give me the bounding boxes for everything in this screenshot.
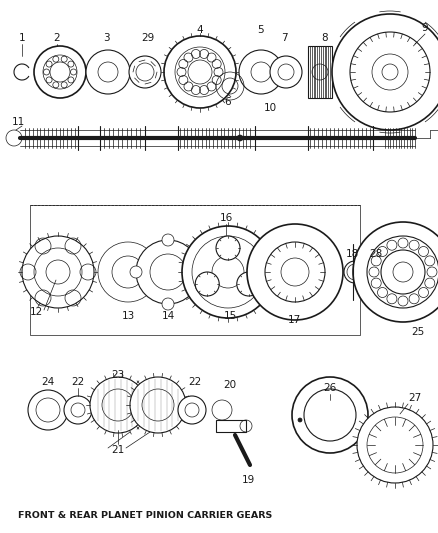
Circle shape	[164, 36, 236, 108]
Circle shape	[129, 56, 161, 88]
Text: 13: 13	[121, 311, 134, 321]
Text: 14: 14	[161, 311, 175, 321]
Bar	[308, 46, 332, 98]
Text: 15: 15	[223, 311, 237, 321]
Circle shape	[22, 236, 94, 308]
Circle shape	[195, 272, 219, 296]
Text: 2: 2	[54, 33, 60, 43]
Text: 9: 9	[422, 23, 428, 33]
Circle shape	[130, 266, 142, 278]
Text: 18: 18	[346, 249, 359, 259]
Text: 10: 10	[263, 103, 276, 113]
Text: 27: 27	[408, 393, 422, 403]
Circle shape	[239, 50, 283, 94]
Text: 25: 25	[411, 327, 424, 337]
Text: 24: 24	[41, 377, 55, 387]
Text: 7: 7	[281, 33, 287, 43]
Text: 16: 16	[219, 213, 233, 223]
Circle shape	[270, 56, 302, 88]
Circle shape	[178, 396, 206, 424]
Text: 3: 3	[102, 33, 110, 43]
Circle shape	[332, 14, 438, 130]
Text: 19: 19	[241, 475, 254, 485]
Text: 8: 8	[321, 33, 328, 43]
Text: 29: 29	[141, 33, 155, 43]
Circle shape	[216, 236, 240, 260]
Text: 6: 6	[225, 97, 231, 107]
Text: 22: 22	[188, 377, 201, 387]
Circle shape	[237, 272, 261, 296]
Text: 17: 17	[287, 315, 300, 325]
Text: 28: 28	[369, 249, 383, 259]
Circle shape	[298, 418, 302, 422]
Circle shape	[162, 298, 174, 310]
Circle shape	[212, 400, 232, 420]
Text: 21: 21	[111, 445, 125, 455]
Text: 20: 20	[223, 380, 237, 390]
Text: 23: 23	[111, 370, 125, 380]
Text: 26: 26	[323, 383, 337, 393]
Circle shape	[162, 234, 174, 246]
Circle shape	[182, 226, 274, 318]
Circle shape	[90, 377, 146, 433]
Circle shape	[292, 377, 368, 453]
Circle shape	[136, 240, 200, 304]
Circle shape	[358, 256, 390, 288]
Bar	[30, 205, 360, 335]
Text: 22: 22	[71, 377, 85, 387]
Text: 12: 12	[29, 307, 42, 317]
Circle shape	[86, 50, 130, 94]
Circle shape	[130, 377, 186, 433]
Text: 4: 4	[197, 25, 203, 35]
Circle shape	[194, 266, 206, 278]
Text: 5: 5	[257, 25, 263, 35]
Circle shape	[247, 224, 343, 320]
Bar	[216, 420, 246, 432]
Circle shape	[357, 407, 433, 483]
Circle shape	[64, 396, 92, 424]
Circle shape	[98, 242, 158, 302]
Text: 1: 1	[19, 33, 25, 43]
Circle shape	[28, 390, 68, 430]
Circle shape	[353, 222, 438, 322]
Text: 11: 11	[11, 117, 25, 127]
Circle shape	[34, 46, 86, 98]
Text: FRONT & REAR PLANET PINION CARRIER GEARS: FRONT & REAR PLANET PINION CARRIER GEARS	[18, 512, 272, 521]
Circle shape	[237, 135, 243, 141]
